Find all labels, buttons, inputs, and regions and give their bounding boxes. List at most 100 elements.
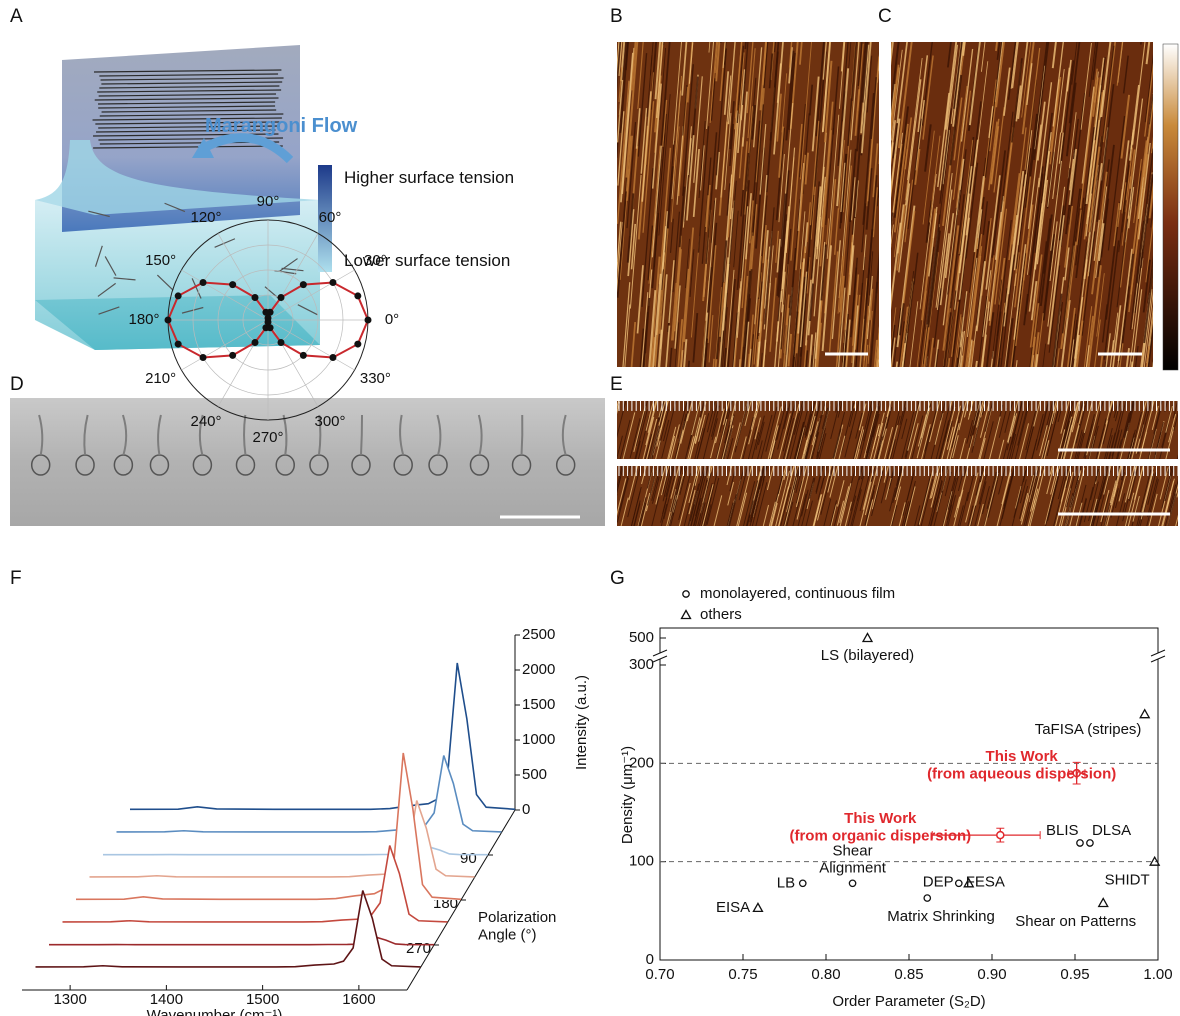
streak — [600, 110, 608, 205]
x-tick-label: 0.95 — [1060, 966, 1089, 983]
polar-tick-label: 150° — [145, 252, 176, 269]
panel-label: D — [10, 374, 24, 395]
point — [1099, 898, 1108, 906]
y-tick-label: 0 — [522, 801, 530, 818]
y-tick-label: 100 — [629, 853, 654, 870]
point — [1087, 840, 1093, 846]
y-axis-title: Intensity (a.u.) — [573, 675, 590, 770]
streak — [884, 57, 891, 149]
streak — [601, 171, 609, 268]
tem-image — [10, 398, 605, 526]
streak — [885, 132, 889, 176]
streak — [884, 116, 893, 223]
y-tick-label: 2500 — [522, 626, 555, 643]
streak — [600, 54, 608, 160]
streak — [611, 262, 617, 337]
x-tick-label: 1600 — [342, 991, 375, 1008]
streak — [879, 242, 888, 360]
streak — [883, 152, 891, 215]
filament — [361, 415, 362, 455]
streak — [599, 321, 603, 368]
panel-label: E — [610, 374, 623, 395]
streak — [882, 221, 889, 278]
polar-point — [354, 292, 361, 299]
polar-point — [165, 317, 172, 324]
z-tick-label: 270 — [406, 940, 431, 957]
z-axis-title: PolarizationAngle (°) — [478, 909, 556, 943]
x-tick-label: 1400 — [150, 991, 183, 1008]
streak — [597, 145, 603, 225]
streak — [883, 133, 887, 185]
streak — [879, 122, 885, 172]
streak — [606, 39, 611, 106]
spectrum-fill — [36, 891, 421, 968]
streak — [880, 57, 890, 138]
streak — [597, 151, 606, 263]
legend-label: monolayered, continuous film — [700, 585, 895, 602]
panel-label: G — [610, 568, 625, 589]
streak — [599, 83, 606, 168]
panel-label: A — [10, 6, 23, 27]
polar-point — [229, 352, 236, 359]
streak — [878, 244, 891, 350]
x-tick-label: 0.70 — [645, 966, 674, 983]
streak — [882, 346, 885, 383]
point-label: BLIS — [1046, 822, 1079, 839]
x-axis-title: Order Parameter (S₂D) — [832, 993, 985, 1010]
polar-tick-label: 60° — [319, 209, 342, 226]
streak — [721, 5, 724, 42]
polar-tick-label: 30° — [364, 252, 387, 269]
streak — [602, 205, 610, 306]
streak — [854, 7, 857, 42]
polar-tick-label: 120° — [190, 209, 221, 226]
point — [753, 903, 762, 911]
polar-point — [300, 281, 307, 288]
point-label: SHIDT — [1105, 872, 1150, 889]
y-tick-label: 500 — [629, 629, 654, 646]
streak — [598, 138, 609, 277]
polar-tick-label: 180° — [128, 311, 159, 328]
streak — [692, 3, 694, 34]
y-tick-label: 1500 — [522, 696, 555, 713]
streak — [880, 254, 884, 305]
point-label: LS (bilayered) — [821, 647, 914, 664]
streak — [886, 30, 892, 80]
x-tick-label: 0.90 — [977, 966, 1006, 983]
polar-point — [365, 317, 372, 324]
polar-tick-label: 210° — [145, 370, 176, 387]
polar-point — [267, 324, 274, 331]
flow-label: Marangoni Flow — [205, 115, 358, 137]
x-tick-label: 1500 — [246, 991, 279, 1008]
point — [924, 895, 930, 901]
streak — [605, 305, 608, 348]
point-label: ShearAlignment — [819, 842, 887, 876]
polar-point — [229, 281, 236, 288]
y-tick-label: 500 — [522, 766, 547, 783]
streak — [609, 248, 616, 334]
streak — [606, 153, 610, 208]
polar-point — [175, 341, 182, 348]
polar-point — [200, 354, 207, 361]
spectrum-fill — [117, 756, 502, 833]
polar-point — [278, 339, 285, 346]
point — [1140, 710, 1149, 718]
streak — [598, 120, 606, 221]
streak — [609, 174, 615, 246]
polar-tick-label: 330° — [360, 370, 391, 387]
polar-point — [354, 341, 361, 348]
legend-label: others — [700, 606, 742, 623]
y-tick-label: 0 — [646, 951, 654, 968]
point-label: TaFISA (stripes) — [1035, 721, 1142, 738]
figure: A B C D E F G Marangoni Flow Higher surf… — [0, 0, 1180, 1016]
highlight-point — [997, 832, 1004, 839]
streak — [606, 26, 611, 88]
color-bar — [1163, 44, 1178, 370]
streak — [597, 77, 605, 183]
spectrum-fill — [63, 846, 448, 923]
highlight-label: This Work(from aqueous dispersion) — [927, 748, 1116, 782]
point — [863, 634, 872, 642]
polar-point — [175, 292, 182, 299]
polar-point — [278, 294, 285, 301]
polar-point — [200, 279, 207, 286]
x-tick-label: 1300 — [53, 991, 86, 1008]
